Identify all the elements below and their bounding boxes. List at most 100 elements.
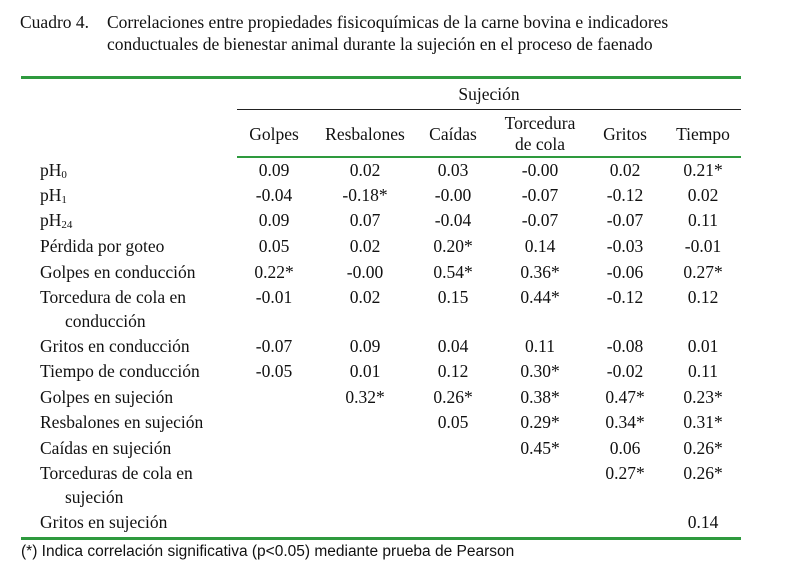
table-cell: 0.11 [688, 361, 718, 381]
table-cell: 0.02 [349, 160, 381, 180]
table-cell: 0.14 [524, 236, 556, 256]
row-label: pH0 [40, 158, 67, 187]
table-cell: 0.05 [437, 412, 469, 432]
table-cell: -0.07 [521, 185, 559, 205]
group-underline [237, 109, 741, 110]
column-header-label: Caídas [429, 124, 477, 144]
caption-label: Cuadro 4. [20, 12, 90, 32]
row-label: pH24 [40, 208, 72, 237]
table-cell: -0.08 [606, 336, 644, 356]
table-cell: 0.30* [520, 361, 560, 381]
row-label: Gritos en conducción [40, 334, 190, 358]
table-cell: -0.07 [606, 210, 644, 230]
table-cell: -0.07 [255, 336, 293, 356]
row-label: Pérdida por goteo [40, 234, 164, 258]
table-cell: 0.09 [258, 210, 290, 230]
table-cell: 0.47* [605, 387, 645, 407]
row-label-text: Torcedura de cola en [40, 287, 186, 307]
table-cell: 0.34* [605, 412, 645, 432]
table-cell: 0.02 [349, 236, 381, 256]
row-label-subscript: 0 [61, 169, 67, 181]
table-cell: -0.12 [606, 287, 644, 307]
table-cell: 0.26* [433, 387, 473, 407]
row-label: Tiempo de conducción [40, 359, 200, 383]
row-label-subscript: 1 [61, 194, 67, 206]
table-cell: 0.36* [520, 262, 560, 282]
table-cell: 0.31* [683, 412, 723, 432]
table-cell: 0.02 [349, 287, 381, 307]
row-label: pH1 [40, 183, 67, 212]
table-cell: 0.12 [437, 361, 469, 381]
column-header-label: Golpes [249, 124, 299, 144]
footnote: (*) Indica correlación significativa (p<… [21, 543, 515, 560]
row-label-text: pH [40, 160, 62, 180]
caption-line-1: Correlaciones entre propiedades fisicoqu… [107, 12, 669, 32]
table-cell: 0.27* [683, 262, 723, 282]
table-cell: -0.06 [606, 262, 644, 282]
caption-text: Correlaciones entre propiedades fisicoqu… [107, 11, 767, 55]
table-cell: -0.12 [606, 185, 644, 205]
header-rule [237, 156, 741, 158]
table-cell: 0.01 [349, 361, 381, 381]
top-rule [21, 76, 741, 79]
row-label-text: Caídas en sujeción [40, 438, 172, 458]
row-label: Golpes en conducción [40, 260, 196, 284]
table-cell: -0.01 [684, 236, 722, 256]
table-cell: -0.00 [521, 160, 559, 180]
column-header-label: Resbalones [325, 124, 405, 144]
table-cell: 0.11 [525, 336, 555, 356]
row-label-line2: conducción [65, 311, 146, 331]
table-cell: 0.06 [609, 438, 641, 458]
row-label: Caídas en sujeción [40, 436, 171, 460]
table-cell: 0.09 [349, 336, 381, 356]
table-cell: 0.09 [258, 160, 290, 180]
table-cell: -0.07 [521, 210, 559, 230]
row-label-text: pH [40, 210, 62, 230]
table-cell: 0.14 [687, 512, 719, 532]
column-header-label: Tiempo [676, 124, 730, 144]
table-cell: 0.54* [433, 262, 473, 282]
table-cell: -0.05 [255, 361, 293, 381]
row-label: Torcedura de cola en conducción [40, 285, 186, 333]
column-header: Resbalones [320, 124, 410, 145]
table-cell: 0.20* [433, 236, 473, 256]
row-label-text: Resbalones en sujeción [40, 412, 204, 432]
table-cell: 0.02 [609, 160, 641, 180]
row-label-subscript: 24 [61, 219, 73, 231]
table-cell: 0.29* [520, 412, 560, 432]
row-label-line2: sujeción [65, 487, 124, 507]
table-cell: -0.18* [342, 185, 388, 205]
table-cell: 0.27* [605, 463, 645, 483]
table-cell: 0.12 [687, 287, 719, 307]
table-cell: 0.02 [687, 185, 719, 205]
column-header: Gritos [580, 124, 670, 145]
bottom-rule [21, 537, 741, 540]
row-label: Golpes en sujeción [40, 385, 173, 409]
row-label-text: Gritos en sujeción [40, 512, 168, 532]
row-label-text: Tiempo de conducción [40, 361, 200, 381]
table-cell: -0.00 [434, 185, 472, 205]
table-cell: 0.04 [437, 336, 469, 356]
column-header-label: Gritos [603, 124, 647, 144]
column-header: Golpes [229, 124, 319, 145]
column-header-label-line2: de cola [514, 134, 566, 154]
table-cell: -0.01 [255, 287, 293, 307]
table-cell: 0.05 [258, 236, 290, 256]
column-header: Torcedura de cola [495, 113, 585, 155]
row-label: Resbalones en sujeción [40, 410, 203, 434]
row-label-text: Gritos en conducción [40, 336, 190, 356]
column-header: Caídas [408, 124, 498, 145]
row-label: Gritos en sujeción [40, 510, 167, 534]
table-cell: 0.21* [683, 160, 723, 180]
table-cell: 0.32* [345, 387, 385, 407]
table-cell: 0.26* [683, 463, 723, 483]
table-cell: 0.15 [437, 287, 469, 307]
table-cell: 0.38* [520, 387, 560, 407]
table-cell: 0.22* [254, 262, 294, 282]
caption-line-2: conductuales de bienestar animal durante… [107, 34, 653, 54]
table-cell: -0.04 [255, 185, 293, 205]
row-label: Torceduras de cola en sujeción [40, 461, 193, 509]
table-cell: 0.23* [683, 387, 723, 407]
table-cell: 0.03 [437, 160, 469, 180]
table-cell: 0.45* [520, 438, 560, 458]
